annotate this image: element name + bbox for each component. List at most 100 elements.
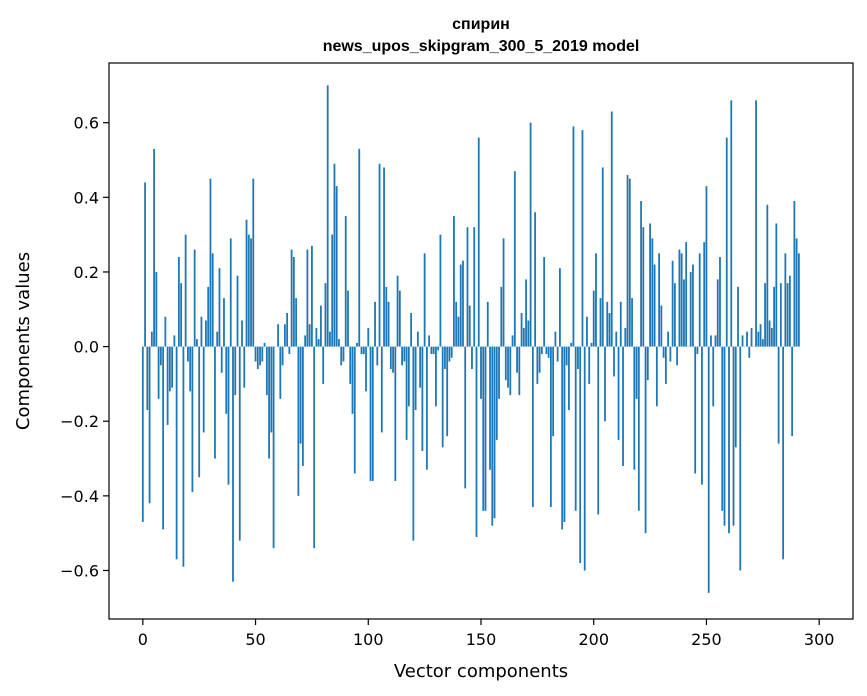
bar xyxy=(660,305,663,347)
bar xyxy=(263,342,266,347)
bar xyxy=(737,286,739,347)
bar xyxy=(457,316,460,347)
bar xyxy=(642,227,645,347)
bar xyxy=(453,215,455,347)
bar xyxy=(187,346,189,362)
bar xyxy=(324,283,327,347)
bar xyxy=(455,301,458,347)
bar xyxy=(516,346,518,373)
bar xyxy=(146,346,149,411)
bar xyxy=(360,346,363,355)
bar xyxy=(728,346,730,534)
bar xyxy=(601,167,604,347)
bar xyxy=(211,253,214,347)
bar xyxy=(371,346,374,481)
bar xyxy=(403,346,406,362)
bar xyxy=(189,346,192,392)
bar xyxy=(306,249,309,347)
bar xyxy=(308,324,311,347)
y-tick-label: 0.4 xyxy=(74,188,99,207)
bar xyxy=(162,346,165,530)
bar xyxy=(507,346,509,388)
bar xyxy=(322,346,325,384)
bar xyxy=(277,324,279,347)
bar xyxy=(597,346,600,515)
bar xyxy=(317,339,320,347)
bar xyxy=(698,253,701,347)
x-tick-label: 100 xyxy=(353,630,384,649)
bar xyxy=(554,331,557,347)
bar xyxy=(471,346,473,369)
bar xyxy=(563,346,566,522)
bar xyxy=(619,301,622,347)
bar xyxy=(344,215,347,347)
y-tick-label: −0.6 xyxy=(60,561,99,580)
bar xyxy=(225,346,228,414)
bar xyxy=(362,346,365,355)
bar xyxy=(214,346,216,459)
bar xyxy=(374,301,376,347)
y-tick-label: −0.4 xyxy=(60,487,99,506)
bar xyxy=(180,283,183,347)
bar xyxy=(615,331,618,347)
bar xyxy=(428,335,431,347)
y-axis-ticks: −0.6 −0.4 −0.2 0.0 0.2 0.4 0.6 xyxy=(60,114,109,580)
bar xyxy=(182,346,185,567)
bar xyxy=(723,346,726,526)
bar xyxy=(229,238,232,347)
bar xyxy=(270,346,273,433)
bar xyxy=(482,346,485,511)
bar xyxy=(484,346,487,511)
bar xyxy=(703,242,706,347)
bar xyxy=(577,346,579,369)
bar xyxy=(184,234,187,347)
bar xyxy=(559,268,561,347)
bar xyxy=(721,346,724,511)
bar xyxy=(730,100,733,347)
bar xyxy=(617,346,620,440)
bar xyxy=(166,346,169,425)
bar xyxy=(646,346,649,381)
bar xyxy=(750,327,753,347)
bar xyxy=(464,346,467,489)
bar xyxy=(365,346,367,392)
bar xyxy=(547,346,550,358)
bar xyxy=(552,346,555,437)
bar xyxy=(410,313,413,347)
bar xyxy=(701,346,703,485)
bar xyxy=(177,257,180,347)
bar xyxy=(220,346,223,373)
bar xyxy=(518,346,521,396)
bar xyxy=(326,85,329,347)
bar xyxy=(779,283,782,347)
bar xyxy=(498,346,500,399)
bar xyxy=(622,346,624,467)
bar xyxy=(283,324,286,347)
bar xyxy=(349,346,352,384)
bar xyxy=(290,249,293,347)
bar xyxy=(358,148,361,347)
bar xyxy=(590,342,593,347)
bar xyxy=(387,301,390,347)
bar xyxy=(637,346,640,511)
bar xyxy=(491,346,494,526)
bar xyxy=(367,327,370,347)
bar xyxy=(198,346,201,478)
bar xyxy=(683,279,685,347)
bar xyxy=(579,346,582,564)
bar xyxy=(236,275,239,347)
y-axis-label: Components values xyxy=(13,252,34,430)
bar xyxy=(586,316,588,347)
bar xyxy=(768,320,771,347)
bar xyxy=(640,201,642,347)
bar xyxy=(351,346,354,414)
bar xyxy=(664,346,667,384)
bar xyxy=(446,346,449,437)
bar xyxy=(252,178,255,347)
bar xyxy=(719,257,721,347)
bar xyxy=(448,346,451,362)
bar xyxy=(714,335,717,347)
bar xyxy=(773,286,775,347)
bar xyxy=(356,342,358,347)
bar xyxy=(676,346,679,366)
